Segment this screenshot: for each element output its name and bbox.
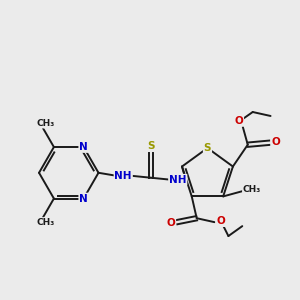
Text: S: S [147,141,155,151]
Text: S: S [204,143,211,153]
Text: CH₃: CH₃ [37,119,55,128]
Text: O: O [167,218,175,228]
Text: O: O [271,137,280,147]
Text: O: O [216,216,225,226]
Text: NH: NH [115,171,132,181]
Text: CH₃: CH₃ [243,185,261,194]
Text: N: N [79,142,88,152]
Text: O: O [235,116,243,126]
Text: NH: NH [169,175,187,185]
Text: CH₃: CH₃ [37,218,55,227]
Text: N: N [79,194,88,203]
